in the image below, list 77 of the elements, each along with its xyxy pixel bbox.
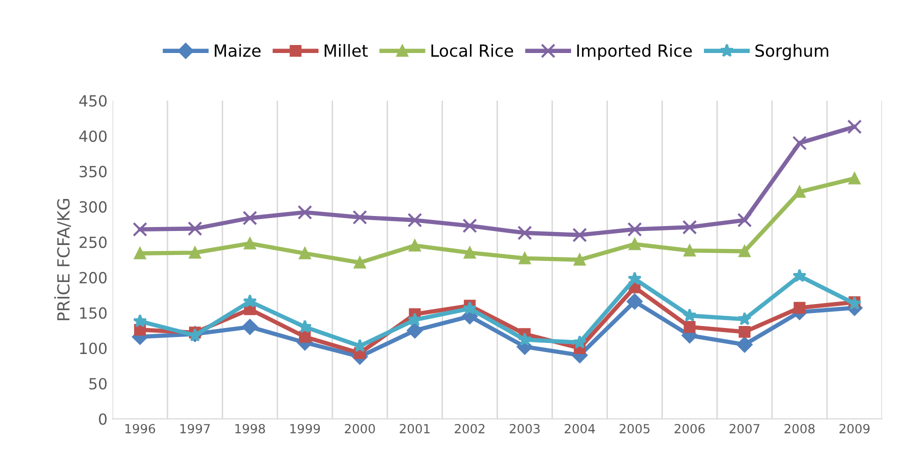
point — [794, 186, 806, 198]
point — [189, 246, 201, 259]
point — [298, 205, 312, 220]
point — [792, 268, 807, 282]
point — [738, 312, 752, 326]
point — [628, 272, 642, 285]
x-tick-label: 2003 — [510, 424, 540, 434]
point — [574, 254, 586, 266]
y-tick-label: 350 — [80, 166, 107, 178]
point — [517, 226, 532, 240]
x-tick-label: 2006 — [674, 424, 705, 434]
point — [628, 238, 641, 250]
point — [134, 247, 146, 260]
point — [242, 319, 258, 335]
point — [684, 244, 696, 256]
point — [408, 312, 422, 326]
point — [738, 326, 750, 338]
x-tick-label: 1999 — [290, 424, 320, 434]
point — [408, 212, 422, 228]
x-tick-label: 2009 — [840, 424, 870, 434]
point — [298, 247, 311, 260]
legend-label: Sorghum — [755, 44, 828, 60]
point — [464, 246, 476, 259]
x-tick-label: 2005 — [620, 424, 650, 434]
x-tick-label: 2001 — [400, 424, 430, 434]
point — [352, 210, 368, 225]
y-tick-label: 400 — [79, 130, 107, 142]
point — [462, 218, 478, 234]
y-tick-label: 0 — [98, 413, 107, 425]
x-tick-label: 2002 — [454, 424, 484, 434]
legend-label: Millet — [324, 44, 368, 57]
point — [627, 222, 642, 237]
point — [242, 210, 258, 226]
point — [847, 119, 862, 134]
point — [682, 220, 697, 235]
point — [572, 228, 587, 242]
legend-label: Maize — [214, 44, 261, 57]
x-tick-label: 1997 — [180, 424, 210, 434]
x-tick-label: 2007 — [730, 424, 760, 434]
point — [518, 252, 531, 264]
point — [298, 320, 312, 334]
point — [188, 221, 202, 236]
x-tick-label: 1998 — [235, 424, 265, 434]
point — [794, 302, 806, 314]
y-tick-label: 150 — [80, 307, 107, 319]
point — [462, 301, 477, 315]
y-tick-label: 300 — [80, 201, 107, 213]
point — [738, 245, 750, 258]
legend-label: Local Rice — [431, 44, 514, 57]
point — [354, 256, 366, 268]
point — [408, 240, 421, 252]
point — [684, 321, 696, 333]
point — [406, 322, 423, 338]
point — [132, 222, 148, 237]
y-tick-label: 250 — [80, 236, 107, 248]
y-tick-label: 200 — [80, 272, 107, 284]
point — [244, 238, 256, 250]
point — [682, 308, 697, 322]
legend-label: Imported Rice — [577, 44, 692, 60]
y-axis-title: PRİCE FCFA/KG — [54, 199, 72, 320]
y-tick-label: 100 — [80, 342, 107, 354]
x-tick-label: 2004 — [564, 424, 595, 434]
point — [298, 330, 311, 343]
point — [572, 335, 587, 349]
y-tick-label: 450 — [79, 95, 107, 107]
x-tick-label: 1996 — [125, 424, 156, 434]
point — [792, 136, 807, 150]
point — [132, 314, 147, 328]
x-tick-label: 2008 — [784, 424, 815, 434]
point — [736, 336, 753, 353]
point — [626, 294, 643, 310]
point — [242, 294, 257, 308]
point — [848, 172, 860, 184]
x-tick-label: 2000 — [344, 424, 375, 434]
point — [518, 332, 532, 346]
y-tick-label: 50 — [89, 378, 107, 390]
point — [737, 212, 752, 228]
